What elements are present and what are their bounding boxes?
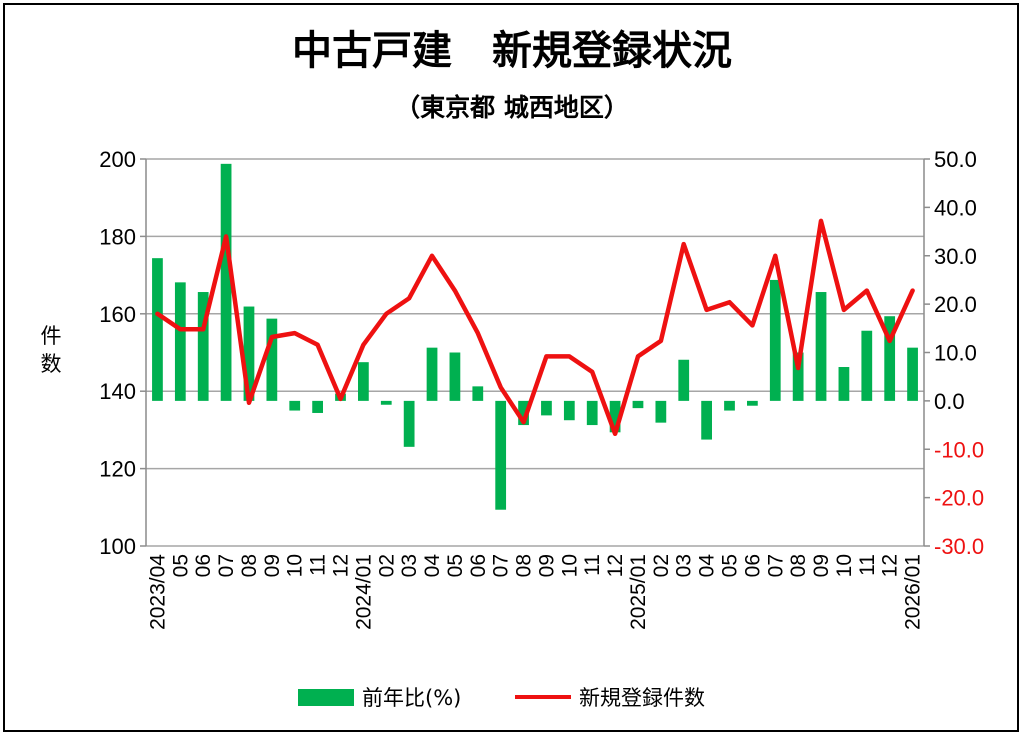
x-tick-label: 2024/01	[352, 554, 375, 630]
bar	[724, 400, 735, 411]
x-tick-label: 06	[192, 554, 215, 577]
x-tick-label: 09	[810, 554, 833, 577]
bar	[197, 292, 209, 401]
x-tick-label: 07	[215, 554, 238, 577]
x-tick-label: 2023/04	[146, 554, 169, 630]
bar	[312, 400, 323, 413]
legend: 前年比(%) 新規登録件数	[0, 682, 1024, 712]
bar	[838, 367, 850, 401]
x-tick-label: 05	[169, 554, 192, 577]
bar	[358, 362, 369, 401]
bar	[289, 400, 301, 411]
x-tick-label: 09	[261, 554, 284, 577]
bar	[655, 400, 667, 423]
x-tick-label: 10	[833, 554, 856, 577]
x-tick-label: 02	[375, 554, 398, 577]
x-tick-label: 04	[696, 554, 719, 578]
bar	[907, 347, 918, 401]
bar	[220, 163, 232, 401]
chart-title: 中古戸建 新規登録状況	[292, 28, 732, 74]
bar	[815, 292, 827, 401]
bar	[586, 400, 598, 426]
x-tick-label: 11	[307, 554, 330, 576]
right-tick-label: 20.0	[934, 292, 977, 317]
legend-swatch-line	[515, 695, 571, 699]
legend-item-line: 新規登録件数	[515, 682, 705, 712]
x-tick-label: 2026/01	[902, 554, 925, 630]
bar	[884, 316, 896, 401]
bar	[403, 400, 415, 447]
bar	[861, 330, 873, 401]
left-tick-label: 120	[99, 457, 136, 482]
bar	[426, 347, 438, 401]
left-tick-label: 200	[99, 147, 136, 172]
x-tick-label: 11	[581, 554, 604, 576]
right-tick-label: -20.0	[934, 486, 984, 511]
bar	[449, 352, 461, 401]
x-tick-label: 2025/01	[627, 554, 650, 630]
x-tick-label: 12	[604, 554, 627, 577]
right-tick-label: 30.0	[934, 244, 977, 269]
x-tick-label: 08	[238, 554, 261, 577]
x-tick-label: 06	[467, 554, 490, 577]
right-tick-label: 40.0	[934, 195, 977, 220]
x-tick-label: 03	[673, 554, 696, 577]
bar	[380, 400, 392, 405]
right-tick-label: 50.0	[934, 147, 977, 172]
right-tick-label: 10.0	[934, 341, 977, 366]
x-tick-label: 02	[650, 554, 673, 577]
legend-label-bar: 前年比(%)	[362, 686, 462, 710]
x-tick-label: 05	[719, 554, 742, 577]
x-tick-label: 07	[764, 554, 787, 577]
x-tick-label: 12	[879, 554, 902, 577]
right-tick-label: -10.0	[934, 437, 984, 462]
bar	[518, 400, 529, 426]
left-tick-label: 180	[99, 224, 136, 249]
right-tick-label: -30.0	[934, 534, 984, 559]
bar	[495, 400, 507, 510]
x-tick-label: 08	[513, 554, 536, 577]
x-tick-label: 09	[535, 554, 558, 577]
series-line	[155, 218, 915, 437]
bar	[563, 400, 575, 421]
left-tick-label: 100	[99, 534, 136, 559]
x-tick-label: 03	[398, 554, 421, 577]
x-tick-label: 06	[741, 554, 764, 577]
bar	[243, 306, 255, 401]
bar	[541, 400, 552, 416]
x-tick-label: 04	[421, 554, 444, 578]
right-tick-label: 0.0	[934, 389, 965, 414]
left-tick-label: 160	[99, 302, 136, 327]
bar	[174, 282, 186, 401]
chart-frame	[3, 3, 1019, 732]
legend-item-bar: 前年比(%)	[298, 682, 461, 712]
left-tick-label: 140	[99, 379, 136, 404]
bar	[472, 386, 484, 401]
bar	[747, 400, 758, 406]
legend-label-line: 新規登録件数	[579, 686, 705, 710]
bar	[266, 318, 278, 401]
bar	[632, 400, 644, 409]
x-tick-label: 07	[490, 554, 513, 577]
bar	[792, 352, 804, 401]
x-tick-label: 08	[787, 554, 810, 577]
bar	[769, 279, 781, 401]
x-tick-label: 05	[444, 554, 467, 577]
legend-swatch-bar	[298, 688, 354, 706]
x-tick-label: 11	[856, 554, 879, 576]
bar	[678, 359, 690, 401]
x-tick-label: 12	[330, 554, 353, 577]
x-tick-label: 10	[284, 554, 307, 577]
y-axis-label: 件数	[40, 324, 62, 376]
x-tick-label: 10	[558, 554, 581, 577]
bar	[701, 400, 712, 440]
bar	[152, 258, 163, 401]
chart-subtitle: （東京都 城西地区）	[395, 93, 629, 122]
bar	[609, 400, 621, 433]
